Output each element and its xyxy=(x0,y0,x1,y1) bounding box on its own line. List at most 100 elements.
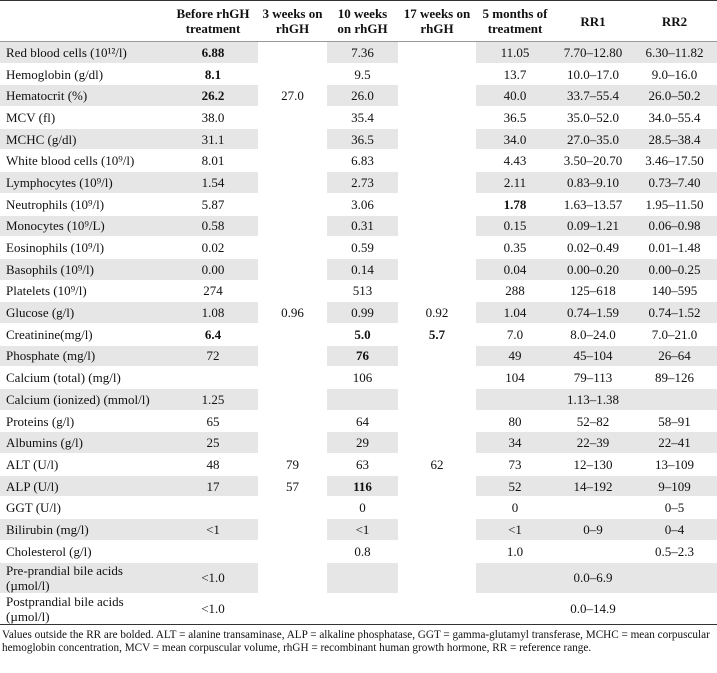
table-row: Phosphate (mg/l) 72 76 49 45–104 26–64 xyxy=(0,345,717,368)
cell: 22–41 xyxy=(632,431,717,455)
cell xyxy=(168,540,258,563)
row-label: Albumins (g/l) xyxy=(0,431,168,455)
footnote: Values outside the RR are bolded. ALT = … xyxy=(2,628,710,654)
cell: 80 xyxy=(476,410,554,433)
cell: 34.0–55.4 xyxy=(632,106,717,129)
row-label: Hematocrit (%) xyxy=(0,84,168,108)
cell xyxy=(258,388,327,411)
table-row: Basophils (10⁹/l) 0.00 0.14 0.04 0.00–0.20 0.… xyxy=(0,258,717,281)
table-row: MCV (fl) 38.0 35.4 36.5 35.0–52.0 34.0–55.4 xyxy=(0,106,717,129)
cell: 0.04 xyxy=(476,258,554,281)
cell: 0–4 xyxy=(632,518,717,541)
row-label: Eosinophils (10⁹/l) xyxy=(0,236,168,259)
cell: <1 xyxy=(168,518,258,541)
column-header: Before rhGH treatment xyxy=(168,0,258,42)
table-row: Hematocrit (%) 26.2 27.0 26.0 40.0 33.7–55.4 2… xyxy=(0,84,717,108)
cell: 106 xyxy=(327,366,398,389)
cell: 38.0 xyxy=(168,106,258,129)
cell xyxy=(476,388,554,411)
cell: <1 xyxy=(327,518,398,541)
cell xyxy=(258,215,327,238)
table-row: Postprandial bile acids (µmol/l) <1.0 0.0–… xyxy=(0,593,717,625)
cell xyxy=(258,345,327,368)
cell: 0 xyxy=(476,496,554,520)
cell xyxy=(258,149,327,173)
cell: 0.02 xyxy=(168,236,258,259)
cell xyxy=(398,562,476,594)
cell: 0.58 xyxy=(168,215,258,238)
cell: 25 xyxy=(168,431,258,455)
cell xyxy=(398,171,476,194)
row-label: Neutrophils (10⁹/l) xyxy=(0,193,168,216)
cell xyxy=(398,345,476,368)
row-label: Platelets (10⁹/l) xyxy=(0,280,168,303)
cell xyxy=(398,84,476,108)
cell: 35.4 xyxy=(327,106,398,129)
cell xyxy=(258,496,327,520)
cell: 63 xyxy=(327,453,398,476)
cell: 0.06–0.98 xyxy=(632,215,717,238)
cell: 26.0–50.2 xyxy=(632,84,717,108)
cell: 0.35 xyxy=(476,236,554,259)
cell: 7.0 xyxy=(476,323,554,346)
cell xyxy=(258,280,327,303)
row-label: ALP (U/l) xyxy=(0,475,168,498)
cell: 3.46–17.50 xyxy=(632,149,717,173)
cell xyxy=(258,128,327,151)
cell: 89–126 xyxy=(632,366,717,389)
cell: 28.5–38.4 xyxy=(632,128,717,151)
table-row: Eosinophils (10⁹/l) 0.02 0.59 0.35 0.02–0.49… xyxy=(0,236,717,259)
cell xyxy=(398,41,476,64)
cell: 1.13–1.38 xyxy=(554,388,632,411)
cell xyxy=(258,41,327,64)
table-row: Monocytes (10⁹/L) 0.58 0.31 0.15 0.09–1.21 0.… xyxy=(0,215,717,238)
row-label: Hemoglobin (g/dl) xyxy=(0,63,168,86)
table-row: Glucose (g/l) 1.08 0.96 0.99 0.92 1.04 0.74–1.… xyxy=(0,301,717,324)
cell xyxy=(258,410,327,433)
row-label: Monocytes (10⁹/L) xyxy=(0,215,168,238)
row-label: Creatinine(mg/l) xyxy=(0,323,168,346)
cell: 0.59 xyxy=(327,236,398,259)
column-header: RR1 xyxy=(554,0,632,42)
cell: 65 xyxy=(168,410,258,433)
cell: 26.0 xyxy=(327,84,398,108)
cell: 17 xyxy=(168,475,258,498)
cell: 0.09–1.21 xyxy=(554,215,632,238)
cell: 0.83–9.10 xyxy=(554,171,632,194)
cell xyxy=(168,366,258,389)
cell: 6.4 xyxy=(168,323,258,346)
cell: 6.88 xyxy=(168,41,258,64)
cell: 5.87 xyxy=(168,193,258,216)
cell xyxy=(398,410,476,433)
cell: 12–130 xyxy=(554,453,632,476)
cell xyxy=(258,366,327,389)
row-label: MCHC (g/dl) xyxy=(0,128,168,151)
cell: 104 xyxy=(476,366,554,389)
table-row: ALP (U/l) 17 57 116 52 14–192 9–109 xyxy=(0,475,717,498)
cell xyxy=(258,171,327,194)
cell: 0.5–2.3 xyxy=(632,540,717,563)
cell xyxy=(398,496,476,520)
table-row: Albumins (g/l) 25 29 34 22–39 22–41 xyxy=(0,431,717,455)
table-row: Calcium (ionized) (mmol/l) 1.25 1.13–1.38 xyxy=(0,388,717,411)
table-row: White blood cells (10⁹/l) 8.01 6.83 4.43 3.5… xyxy=(0,149,717,173)
cell: 0.31 xyxy=(327,215,398,238)
column-header: 5 months of treatment xyxy=(476,0,554,42)
cell: 2.73 xyxy=(327,171,398,194)
cell: 0.00–0.20 xyxy=(554,258,632,281)
cell: 27.0 xyxy=(258,84,327,108)
cell xyxy=(398,593,476,625)
cell xyxy=(554,540,632,563)
cell: 58–91 xyxy=(632,410,717,433)
table-row: Pre-prandial bile acids (µmol/l) <1.0 0.0–… xyxy=(0,562,717,594)
table-row: MCHC (g/dl) 31.1 36.5 34.0 27.0–35.0 28.5–38.… xyxy=(0,128,717,151)
cell: 7.70–12.80 xyxy=(554,41,632,64)
cell xyxy=(258,193,327,216)
cell: 0–5 xyxy=(632,496,717,520)
cell: 8.0–24.0 xyxy=(554,323,632,346)
cell: 9.0–16.0 xyxy=(632,63,717,86)
cell: 0.00 xyxy=(168,258,258,281)
row-label: Phosphate (mg/l) xyxy=(0,345,168,368)
cell xyxy=(327,388,398,411)
cell: 40.0 xyxy=(476,84,554,108)
